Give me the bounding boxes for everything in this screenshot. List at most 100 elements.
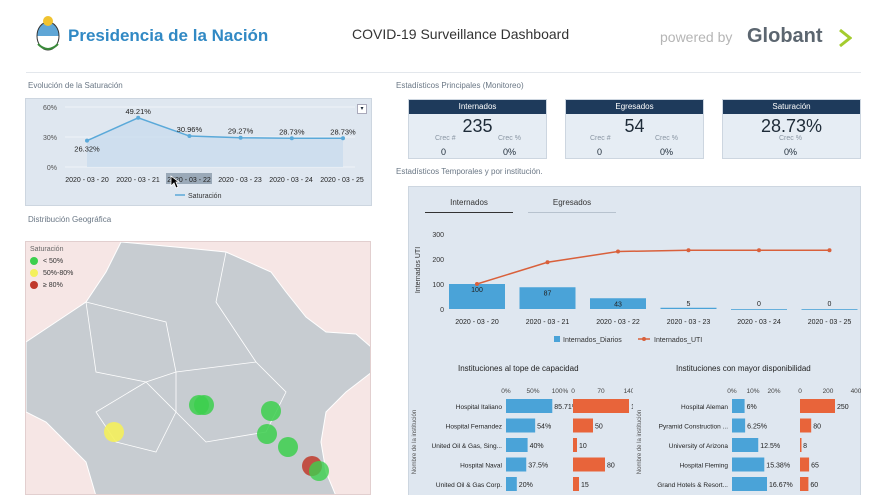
dashboard-title: COVID-19 Surveillance Dashboard [352,26,570,42]
saturation-data-label: 49.21% [125,107,151,116]
kpi-egresados: Egresados 54 Crec # Crec % 0 0% [565,99,704,159]
kpi-saturacion-crec-pct: 0% [784,147,798,157]
kpi-internados-crec-pct-label: Crec % [498,135,521,142]
pct-bar [506,457,527,472]
tab-internados[interactable]: Internados [450,198,488,207]
num-bar [573,418,593,433]
institution-name: Hospital Aleman [681,404,728,411]
internados-uti-line [476,249,830,285]
y-axis-label: Nombre de la institución [412,410,418,474]
x-tick-label: 2020 - 03 - 25 [808,319,852,326]
tab-egresados-underline [528,212,616,213]
kpi-egresados-head: Egresados [566,100,703,114]
saturation-point [238,135,243,140]
kpi-egresados-value: 54 [624,116,645,136]
tope-bar-chart: Nombre de la institución 0% 50% 100% 0 70 140 H… [412,388,633,491]
tab-egresados[interactable]: Egresados [552,198,592,207]
y-tick-label: 30% [43,135,57,142]
saturation-area [87,117,343,167]
disponibilidad-title: Instituciones con mayor disponibilidad [676,364,811,373]
num-tick-label: 0 [571,388,575,395]
x-tick-label: 2020 - 03 - 23 [218,177,262,184]
tope-title: Instituciones al tope de capacidad [458,364,579,373]
pct-bar [506,399,553,413]
header: Presidencia de la Nación COVID-19 Survei… [0,0,880,70]
y-tick-label: 60% [43,105,57,112]
kpi-egresados-crec-pct-label: Crec % [655,135,678,142]
institution-name: Hospital Naval [460,463,502,470]
pct-bar [506,418,536,433]
institution-name: Pyramid Construction ... [659,424,729,431]
pct-tick-label: 10% [746,388,759,395]
saturation-point [187,134,192,139]
y-tick-label: 0% [47,165,57,172]
pct-bar [506,438,528,452]
num-tick-label: 140 [624,388,633,395]
pct-tick-label: 100% [552,388,569,395]
x-tick-label: 2020 - 03 - 22 [596,319,640,326]
temporal-section-title: Estadísticos Temporales y por institució… [396,167,543,176]
num-bar [800,457,810,472]
saturation-point [136,115,141,120]
num-bar-label: 140 [631,404,633,411]
brand-title: Presidencia de la Nación [68,26,269,45]
pct-bar-label: 16.67% [769,482,793,489]
bar-data-label: 43 [614,301,622,308]
x-tick-highlight [166,173,212,184]
argentina-map-shape [26,242,370,494]
pct-bar-label: 40% [530,443,544,450]
saturation-data-label: 28.73% [279,127,305,136]
pct-bar-label: 15.38% [766,463,790,470]
kpi-saturacion-crec-pct-label: Crec % [779,135,802,142]
institution-name: Hospital Italiano [456,404,503,411]
pct-bar [732,457,765,472]
kpi-internados-crec-num: 0 [441,147,447,157]
header-divider [26,72,861,73]
saturation-point [85,138,89,143]
pct-bar-label: 37.5% [528,463,548,470]
legend-high-label: ≥ 80% [43,281,63,289]
num-bar-label: 80 [813,424,821,431]
mouse-cursor-icon [170,175,180,189]
saturation-data-label: 26.32% [74,145,100,154]
legend-high-dot [30,281,38,289]
pct-bar [732,438,759,452]
institution-name: Hospital Fleming [680,463,729,470]
y-tick-label: 100 [432,282,444,289]
kpi-egresados-crec-num-label: Crec # [590,135,611,142]
internados-uti-point [757,248,761,253]
legend-label: Saturación [188,193,222,200]
saturation-point [289,136,294,141]
num-bar [800,399,835,413]
num-bar-label: 50 [595,424,603,431]
num-bar-label: 250 [837,404,849,411]
saturation-point [341,136,345,141]
legend-bar-swatch [554,336,560,342]
x-tick-label: 2020 - 03 - 21 [116,177,160,184]
internados-diarios-bar [731,309,787,310]
internados-combo-chart: 300 200 100 0 Internados UTI 100 2020 - 03 - 2… [415,232,858,344]
num-bar-label: 8 [803,443,807,450]
pct-bar [506,477,517,491]
pct-bar [732,418,746,433]
geo-map[interactable]: Saturación < 50% 50%-80% ≥ 80% [25,241,371,495]
pct-bar-label: 12.5% [760,443,780,450]
globant-arrow-icon [839,28,852,48]
x-tick-label: 2020 - 03 - 20 [455,319,499,326]
internados-uti-point [616,249,620,254]
legend-bar-label: Internados_Diarios [563,337,622,344]
saturation-line [86,116,343,142]
num-bar-label: 15 [581,482,589,489]
num-bar [573,457,605,472]
legend-item-low[interactable]: < 50% [30,257,73,265]
kpi-internados: Internados 235 Crec # Crec % 0 0% [408,99,547,159]
chart-menu-button[interactable]: ▾ [357,104,367,114]
kpi-internados-head: Internados [409,100,546,114]
legend-item-high[interactable]: ≥ 80% [30,281,73,289]
pct-tick-label: 0% [727,388,737,395]
institution-name: Hospital Fernandez [446,424,502,431]
internados-diarios-bar [590,298,646,309]
legend-item-mid[interactable]: 50%-80% [30,269,73,277]
pct-bar-label: 6.25% [747,424,767,431]
internados-diarios-bar [519,287,576,309]
